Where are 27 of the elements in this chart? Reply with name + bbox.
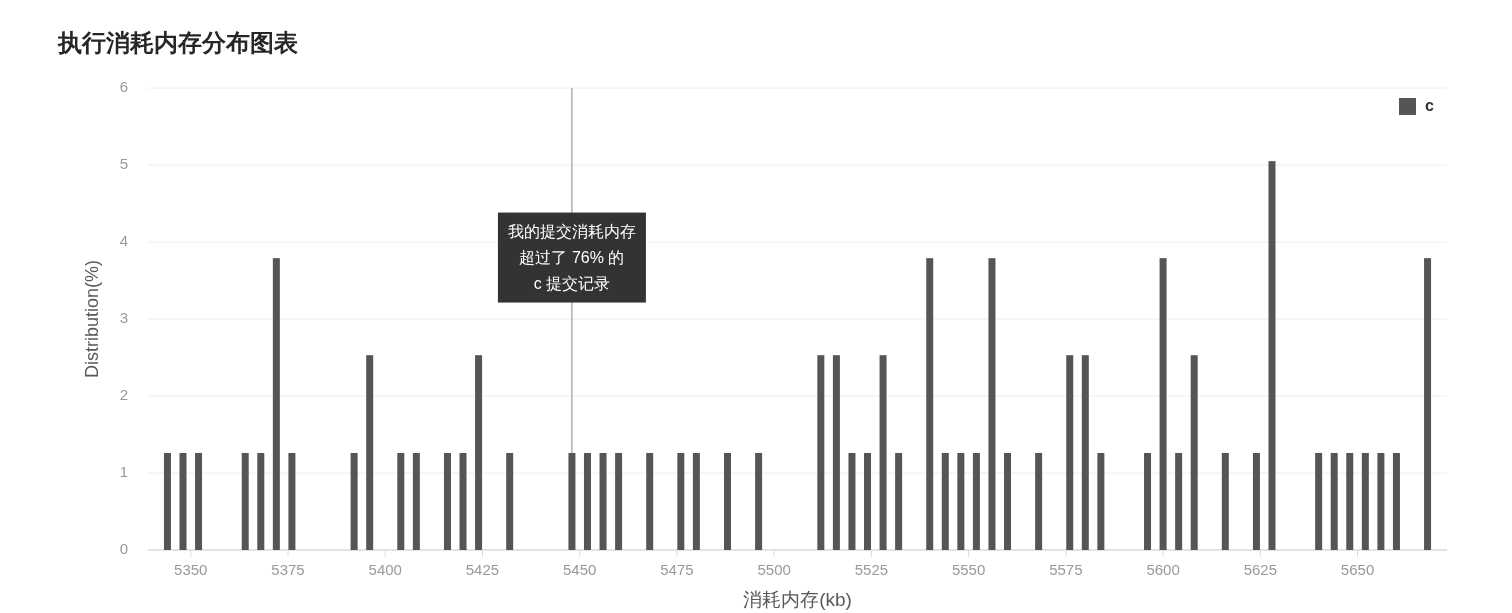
x-tick-label: 5475 [660,560,694,578]
x-tick-label: 5400 [368,560,402,578]
x-tick-label: 5375 [271,560,305,578]
ylabel: Distribution(%) [81,260,102,378]
x-tick-label: 5575 [1049,560,1083,578]
y-tick-label: 6 [119,77,128,95]
x-tick-label: 5425 [465,560,500,578]
x-tick-label: 5450 [563,560,597,578]
y-tick-label: 0 [119,539,128,557]
x-tick-label: 5625 [1243,560,1277,578]
x-tick-label: 5600 [1146,560,1180,578]
legend: c [1399,97,1434,115]
title: 执行消耗内存分布图表 [58,29,298,57]
y-tick-label: 3 [119,308,128,326]
y-tick-label: 2 [119,385,128,403]
legend-label: c [1425,97,1434,115]
y-tick-label: 5 [119,154,128,172]
x-tick-label: 5350 [174,560,208,578]
ref-line-label: 我的提交消耗内存超过了 76% 的 c 提交记录 [507,223,636,293]
y-tick-label: 4 [119,231,128,249]
x-tick-label: 5500 [757,560,791,578]
x-tick-label: 5525 [854,560,889,578]
xlabel: 消耗内存(kb) [743,589,852,610]
x-tick-label: 5650 [1340,560,1375,578]
y-tick-label: 1 [119,462,128,480]
x-tick-label: 5550 [951,560,986,578]
ref-line-label: 我的提交消耗内存超过了 76% 的 c 提交记录 [497,212,646,303]
